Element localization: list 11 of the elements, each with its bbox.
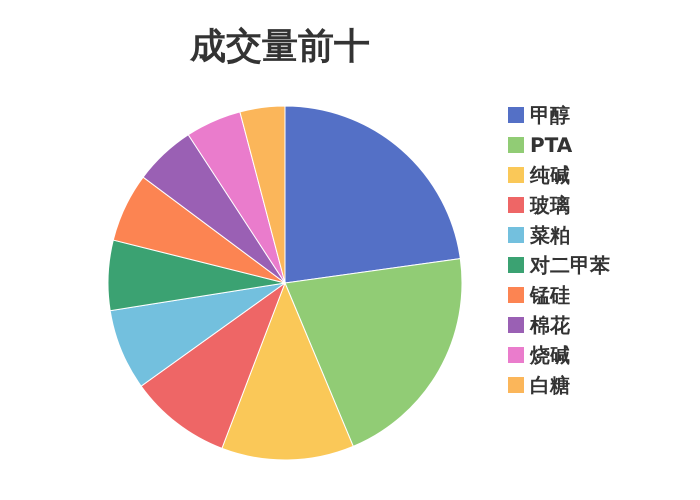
legend-label: 烧碱 <box>530 342 570 368</box>
legend-label: 纯碱 <box>530 162 570 188</box>
legend-label: PTA <box>530 132 572 158</box>
legend-label: 菜粕 <box>530 222 570 248</box>
legend-label: 棉花 <box>530 312 570 338</box>
legend-label: 白糖 <box>530 372 570 398</box>
chart-title: 成交量前十 <box>188 25 371 69</box>
legend-label: 锰硅 <box>530 282 570 308</box>
legend-label: 甲醇 <box>530 102 570 128</box>
legend-label: 对二甲苯 <box>530 252 610 278</box>
legend-label: 玻璃 <box>530 192 570 218</box>
